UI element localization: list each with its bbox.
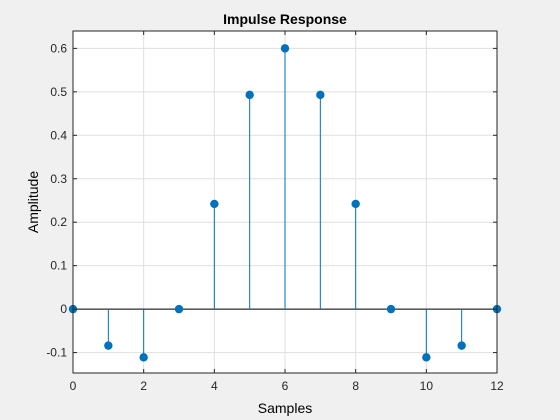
- y-tick-label: 0.3: [50, 172, 67, 186]
- x-tick-label: 4: [211, 379, 218, 393]
- y-tick-label: 0.2: [50, 215, 67, 229]
- x-axis-label: Samples: [258, 400, 312, 416]
- stem-marker: [316, 90, 325, 100]
- stem-marker: [245, 90, 254, 100]
- y-tick-label: 0.5: [50, 85, 67, 99]
- y-tick-label: 0.1: [50, 259, 67, 273]
- stem-marker: [174, 304, 184, 314]
- x-tick-label: 0: [70, 379, 77, 393]
- y-axis-label: Amplitude: [25, 171, 41, 233]
- x-tick-label: 8: [352, 379, 359, 393]
- y-tick-label: 0.6: [50, 41, 67, 55]
- x-tick-label: 2: [140, 379, 147, 393]
- stem-marker: [139, 353, 148, 362]
- stem-marker: [386, 304, 396, 314]
- stem-marker: [351, 199, 360, 209]
- y-tick-label: -0.1: [46, 346, 67, 360]
- stem-series: [68, 44, 502, 362]
- chart-title: Impulse Response: [223, 11, 347, 27]
- x-tick-marks: [72, 31, 498, 373]
- y-tick-labels: -0.1 0 0.1 0.2 0.3 0.4 0.5 0.6: [46, 41, 67, 359]
- x-tick-labels: 0 2 4 6 8 10 12: [70, 379, 504, 393]
- stem-marker: [280, 44, 290, 53]
- stem-marker: [457, 341, 466, 350]
- stem-marker: [210, 199, 219, 209]
- x-tick-label: 12: [490, 379, 504, 393]
- x-tick-label: 6: [282, 379, 289, 393]
- y-tick-label: 0.4: [50, 128, 67, 142]
- y-tick-label: 0: [60, 302, 67, 316]
- x-tick-label: 10: [420, 379, 434, 393]
- stem-marker: [104, 341, 113, 350]
- y-tick-marks: [73, 47, 497, 354]
- stem-marker: [422, 353, 431, 362]
